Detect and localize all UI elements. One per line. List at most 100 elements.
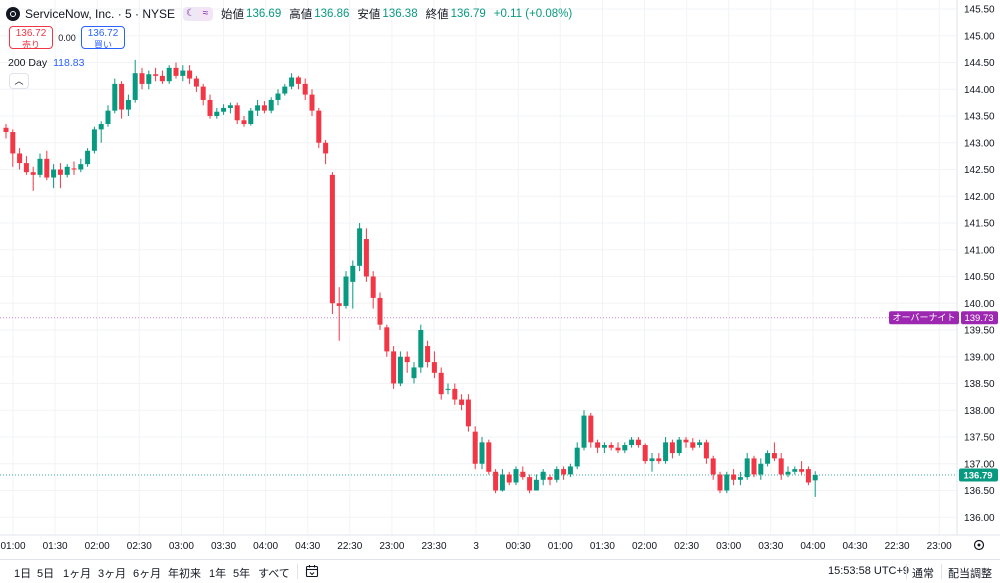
candle [221,104,227,115]
low-label: 安値 [357,9,381,21]
axis-settings-icon[interactable] [973,539,985,551]
price-tick-label: 139.50 [964,326,995,337]
symbol-title[interactable]: ServiceNow, Inc. · 5 · NYSE [25,7,176,21]
candle [57,163,63,189]
candle [302,78,308,100]
candle-body [486,442,492,472]
time-tick-label: 04:00 [800,541,825,552]
candle [173,62,179,79]
close-value: 136.79 [450,8,486,20]
candle [71,161,77,175]
range-1y[interactable]: 1年 [209,568,227,580]
market-status[interactable]: ☾ ≈ [183,7,214,21]
candle [3,124,9,139]
candle-body [357,228,363,266]
candle-body [744,458,750,478]
range-5d[interactable]: 5日 [37,568,55,580]
candle [465,394,471,432]
candle-body [527,477,533,491]
time-tick-label: 03:30 [758,541,783,552]
candle-body [44,158,50,178]
time-tick-label: 23:00 [927,541,952,552]
candle [425,340,431,368]
candle-body [765,453,771,464]
candle-body [180,70,186,76]
sell-button[interactable]: 136.72 売り [9,26,53,50]
close-label: 終値 [425,9,449,21]
candle-body [771,453,777,459]
candle-body [574,447,580,467]
candle-body [479,442,485,464]
candle-body [391,351,397,384]
time-tick-label: 03:30 [211,541,236,552]
candle [771,442,777,462]
range-3m[interactable]: 3ヶ月 [98,568,127,580]
candle [411,362,417,384]
candle-body [581,415,587,448]
candle-body [370,276,376,298]
candle-body [350,265,356,282]
candle-body [493,471,499,491]
high-label: 高値 [289,9,313,21]
candle [323,140,329,165]
candle [119,81,125,119]
price-chart[interactable]: 145.50 145.00 144.50 144.00 143.50 143.00 142.… [0,0,1000,559]
candle-body [275,93,281,100]
candle [295,75,301,90]
candle-body [78,164,84,170]
candle [445,383,451,395]
candle [676,437,682,456]
candle-body [649,458,655,462]
candle [493,469,499,494]
price-tick-label: 142.00 [964,192,995,203]
range-6m[interactable]: 6ヶ月 [133,568,162,580]
candle-body [98,124,104,130]
candle-body [676,439,682,454]
range-1m[interactable]: 1ヶ月 [63,568,92,580]
price-tick-label: 137.00 [964,459,995,470]
session-toggle[interactable]: 通常 [912,568,934,580]
candle [377,292,383,330]
candle-body [214,111,220,116]
price-axis[interactable]: 145.50 145.00 144.50 144.00 143.50 143.00 142.… [964,5,995,524]
time-tick-label: 04:00 [253,541,278,552]
candle-body [445,388,451,390]
clock-display[interactable]: 15:53:58 UTC+9 [828,565,910,577]
candle-body [343,276,349,306]
candle [397,351,403,387]
candle [391,346,397,389]
candle-body [799,469,805,472]
candle-body [472,431,478,464]
range-5y[interactable]: 5年 [233,568,251,580]
candle-body [533,479,539,491]
candle [792,466,798,475]
indicator-legend[interactable]: 200 Day 118.83 [8,57,84,69]
range-1d[interactable]: 1日 [14,568,32,580]
candle [404,351,410,373]
low-value: 136.38 [382,8,418,20]
candle-body [635,439,641,446]
candle [343,271,349,309]
adjustment-toggle[interactable]: 配当調整 [948,568,992,580]
candle [105,105,111,127]
candle [561,466,567,480]
time-tick-label: 01:30 [590,541,615,552]
candle-body [778,458,784,475]
time-axis[interactable]: 01:00 01:30 02:00 02:30 03:00 03:30 04:00 04:30… [0,541,952,552]
servicenow-logo-icon [6,7,20,21]
range-ytd[interactable]: 年初来 [168,568,201,580]
candle [139,67,145,90]
toolbar-divider [941,564,942,579]
candle-body [30,172,36,175]
candle [588,412,594,448]
candle-body [499,474,505,491]
candle-body [166,67,172,82]
buy-button[interactable]: 136.72 買い [81,26,125,50]
open-label: 始値 [221,9,245,21]
calendar-icon[interactable] [305,564,319,578]
candle [132,59,138,103]
candle-body [207,99,213,116]
range-all[interactable]: すべて [258,568,290,580]
candle-body [751,458,757,475]
collapse-legend-button[interactable]: ︿ [9,73,29,89]
